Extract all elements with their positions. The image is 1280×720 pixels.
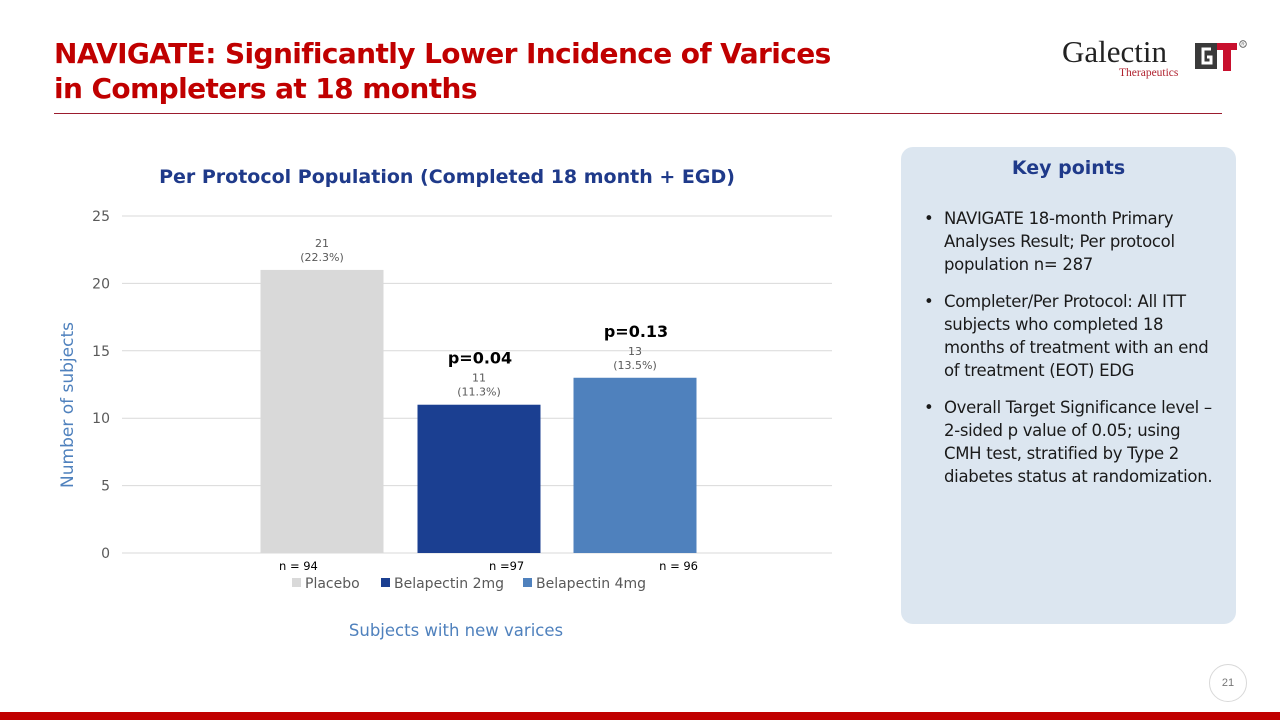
n-count-label: n = 96 xyxy=(659,559,698,573)
footer-bar xyxy=(0,712,1280,720)
legend-label: Placebo xyxy=(305,576,360,592)
n-count-label: n =97 xyxy=(489,559,524,573)
bar xyxy=(573,377,697,553)
chart-title: Per Protocol Population (Completed 18 mo… xyxy=(159,166,735,188)
legend-swatch xyxy=(292,578,301,587)
bar-chart: Per Protocol Population (Completed 18 mo… xyxy=(58,166,832,640)
company-logo: Galectin Therapeutics R xyxy=(1062,34,1250,84)
chart-legend: Placebo Belapectin 2mg Belapectin 4mg xyxy=(292,576,646,592)
key-point-item: Overall Target Significance level – 2-si… xyxy=(924,396,1216,488)
gt-logo-mark-icon: R xyxy=(1195,40,1247,71)
p-value-label: p=0.04 xyxy=(448,349,512,368)
slide-title-line-1: NAVIGATE: Significantly Lower Incidence … xyxy=(54,37,831,70)
logo-name: Galectin xyxy=(1062,34,1168,69)
y-tick-label: 25 xyxy=(92,209,110,225)
y-tick-label: 5 xyxy=(101,479,110,495)
legend-swatch xyxy=(523,578,532,587)
y-tick-label: 20 xyxy=(92,276,110,292)
bars: 21(22.3%) 11(11.3%) p=0.04 13(13.5%) p=0.13 n… xyxy=(260,237,698,573)
logo-subtitle: Therapeutics xyxy=(1119,67,1179,79)
n-count-label: n = 94 xyxy=(279,559,318,573)
bar-count-label: 21 xyxy=(315,237,329,250)
bar-percent-label: (22.3%) xyxy=(300,251,344,264)
page-number: 21 xyxy=(1209,664,1247,702)
legend-swatch xyxy=(381,578,390,587)
legend-label: Belapectin 4mg xyxy=(536,576,646,592)
bar-percent-label: (11.3%) xyxy=(457,386,501,399)
y-axis-label: Number of subjects xyxy=(58,322,78,488)
y-axis-ticks: 0 5 10 15 20 25 xyxy=(92,209,110,562)
y-tick-label: 15 xyxy=(92,344,110,360)
bar-count-label: 13 xyxy=(628,345,642,358)
x-axis-label: Subjects with new varices xyxy=(349,621,563,640)
y-tick-label: 0 xyxy=(101,546,110,562)
bar-percent-label: (13.5%) xyxy=(613,359,657,372)
key-point-item: Completer/Per Protocol: All ITT subjects… xyxy=(924,290,1216,382)
slide-title: NAVIGATE: Significantly Lower Incidence … xyxy=(54,36,831,106)
p-value-label: p=0.13 xyxy=(604,322,668,341)
key-points-title: Key points xyxy=(1011,157,1126,179)
key-points-panel: Key points NAVIGATE 18-month Primary Ana… xyxy=(901,147,1236,624)
bar-count-label: 11 xyxy=(472,372,486,385)
legend-label: Belapectin 2mg xyxy=(394,576,504,592)
key-point-item: NAVIGATE 18-month Primary Analyses Resul… xyxy=(924,207,1216,276)
y-tick-label: 10 xyxy=(92,411,110,427)
title-divider xyxy=(54,113,1222,114)
bar xyxy=(417,404,541,553)
slide-title-line-2: in Completers at 18 months xyxy=(54,72,478,105)
svg-text:R: R xyxy=(1241,42,1245,47)
bar xyxy=(260,269,384,553)
key-points-list: NAVIGATE 18-month Primary Analyses Resul… xyxy=(924,207,1216,502)
